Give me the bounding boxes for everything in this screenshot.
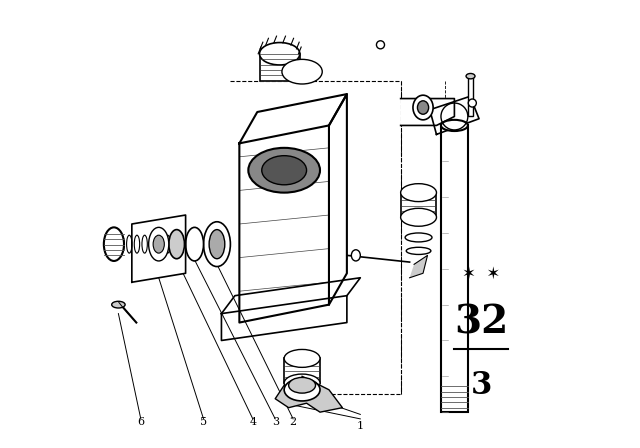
Text: 32: 32 [454,304,508,341]
Text: ✶  ✶: ✶ ✶ [462,264,500,282]
Bar [284,358,320,383]
Ellipse shape [186,228,204,261]
Ellipse shape [401,208,436,226]
Text: 2: 2 [289,417,297,426]
Ellipse shape [142,235,147,253]
Bar [260,54,300,81]
Polygon shape [132,215,186,282]
Ellipse shape [441,120,468,131]
Bar [441,125,468,412]
Ellipse shape [260,43,300,65]
Ellipse shape [468,99,476,107]
Ellipse shape [405,233,432,242]
Polygon shape [221,296,347,340]
Ellipse shape [134,235,140,253]
Ellipse shape [169,229,184,259]
Ellipse shape [282,60,323,84]
Ellipse shape [150,235,155,253]
Ellipse shape [165,235,170,253]
Ellipse shape [111,235,116,253]
Ellipse shape [406,247,431,254]
Ellipse shape [417,101,429,114]
Ellipse shape [284,349,320,367]
Bar [401,193,436,217]
Ellipse shape [284,379,320,401]
Text: 6: 6 [137,417,145,426]
Ellipse shape [153,235,164,253]
Ellipse shape [351,250,360,261]
Ellipse shape [284,374,320,392]
Ellipse shape [157,235,163,253]
Ellipse shape [204,222,230,267]
Ellipse shape [104,228,124,261]
Polygon shape [221,278,360,314]
Polygon shape [275,376,342,412]
Ellipse shape [209,229,225,259]
Polygon shape [401,99,454,125]
Ellipse shape [413,95,433,120]
Bar [468,76,473,116]
Ellipse shape [248,148,320,193]
Polygon shape [430,96,479,134]
Text: 5: 5 [200,417,207,426]
Text: 3: 3 [271,417,279,426]
Ellipse shape [119,235,124,253]
Text: 4: 4 [249,417,257,426]
Ellipse shape [112,301,125,308]
Text: 1: 1 [356,421,364,431]
Ellipse shape [401,184,436,202]
Ellipse shape [127,235,132,253]
Ellipse shape [376,41,385,49]
Ellipse shape [466,73,475,79]
Polygon shape [410,255,428,278]
Ellipse shape [289,377,316,393]
Ellipse shape [262,156,307,185]
Ellipse shape [148,228,169,261]
Text: 3: 3 [470,370,492,401]
